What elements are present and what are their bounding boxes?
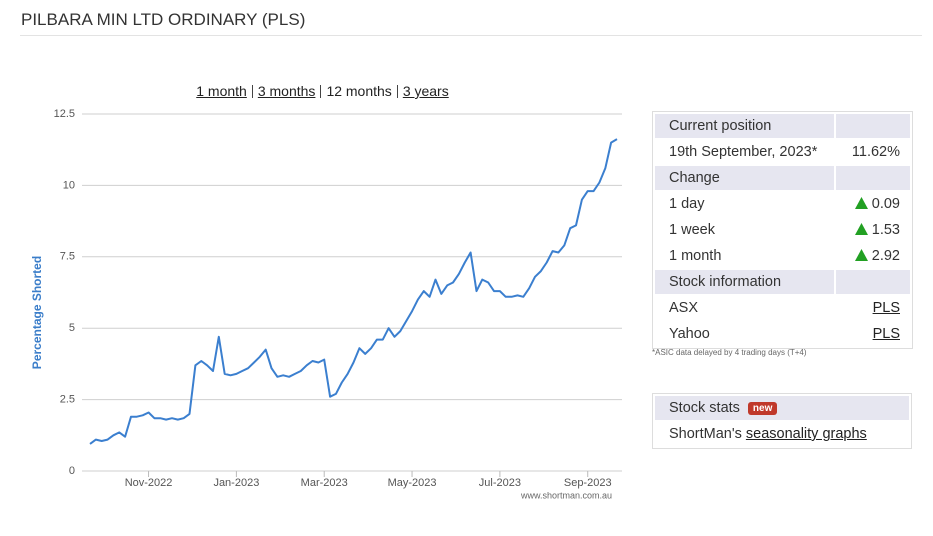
y-tick-label: 5 [69, 322, 75, 334]
section-header: Current position [655, 114, 834, 138]
x-tick-label: Mar-2023 [301, 477, 348, 489]
y-tick-label: 2.5 [60, 394, 75, 406]
y-tick-label: 10 [63, 179, 75, 191]
exchange-label: ASX [669, 300, 699, 316]
period-option[interactable]: 3 months [257, 83, 316, 99]
change-value: 2.92 [871, 248, 900, 264]
stats-text: ShortMan's [669, 426, 742, 442]
position-table: Current position 19th September, 2023* 11… [652, 111, 913, 349]
change-cell: 0.09 [836, 192, 910, 216]
stats-header-cell: Stock stats new [655, 396, 909, 420]
section-header: Change [655, 166, 834, 190]
x-tick-label: May-2023 [388, 477, 437, 489]
change-value: 0.09 [871, 196, 900, 212]
x-tick-label: Jul-2023 [479, 477, 521, 489]
change-label: 1 month [669, 248, 722, 264]
period-option: 12 months [326, 83, 392, 99]
y-tick-label: 7.5 [60, 251, 75, 263]
period-option[interactable]: 1 month [196, 83, 247, 99]
stats-row: ShortMan's seasonality graphs [655, 422, 909, 446]
title-rule [20, 35, 922, 36]
position-date: 19th September, 2023* [669, 144, 818, 160]
y-axis-label: Percentage Shorted [30, 256, 44, 369]
up-arrow [854, 249, 868, 261]
data-line [89, 138, 618, 445]
separator [251, 85, 253, 98]
period-option[interactable]: 3 years [402, 83, 449, 99]
change-label: 1 week [669, 222, 715, 238]
up-arrow [854, 223, 868, 235]
separator [320, 85, 322, 98]
watermark: www.shortman.com.au [520, 490, 612, 500]
change-cell: 2.92 [836, 244, 910, 268]
change-cell: 1.53 [836, 218, 910, 242]
ticker-link[interactable]: PLS [872, 300, 900, 316]
section-header: Stock information [655, 270, 834, 294]
x-tick-label: Sep-2023 [564, 477, 612, 489]
exchange-label: Yahoo [669, 326, 710, 342]
stats-box: Stock stats new ShortMan's seasonality gra… [652, 393, 912, 449]
page-title: PILBARA MIN LTD ORDINARY (PLS) [21, 10, 306, 29]
x-tick-label: Jan-2023 [213, 477, 259, 489]
y-tick-label: 12.5 [54, 108, 75, 120]
up-arrow [854, 197, 868, 209]
position-value: 11.62% [851, 144, 900, 160]
seasonality-link[interactable]: seasonality graphs [745, 426, 867, 442]
ticker-link[interactable]: PLS [872, 326, 900, 342]
x-tick-label: Nov-2022 [125, 477, 173, 489]
section-header: Stock stats [669, 400, 740, 416]
y-tick-label: 0 [69, 465, 75, 477]
footnote: *ASIC data delayed by 4 trading days (T+… [652, 348, 807, 357]
change-value: 1.53 [871, 222, 900, 238]
period-selector: 1 month 3 months 12 months 3 years [150, 83, 495, 99]
new-badge: new [747, 402, 778, 415]
separator [396, 85, 398, 98]
chart: 0 2.5 5 7.5 10 12.5 Nov-2022 Jan-2023 Mar-2023 Ma… [30, 108, 622, 500]
change-label: 1 day [669, 196, 705, 212]
